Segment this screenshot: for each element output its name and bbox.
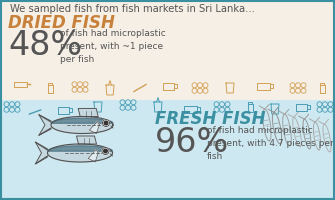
Text: We sampled fish from fish markets in Sri Lanka...: We sampled fish from fish markets in Sri… — [10, 4, 255, 14]
Polygon shape — [48, 144, 113, 162]
Circle shape — [104, 149, 107, 153]
Polygon shape — [51, 118, 113, 123]
Polygon shape — [89, 122, 99, 134]
Polygon shape — [39, 115, 51, 135]
Text: 96%: 96% — [155, 126, 229, 159]
Polygon shape — [48, 146, 112, 151]
Circle shape — [104, 121, 108, 125]
Circle shape — [102, 148, 109, 154]
Polygon shape — [36, 142, 48, 164]
Text: 48%: 48% — [8, 29, 82, 62]
Bar — [0, 0, 335, 100]
Bar — [0, 100, 335, 200]
Polygon shape — [78, 108, 98, 116]
Polygon shape — [88, 149, 98, 162]
Text: of fish had microplastic
present, with 4.7 pieces per
fish: of fish had microplastic present, with 4… — [207, 126, 334, 161]
Circle shape — [103, 119, 110, 127]
Text: FRESH FISH: FRESH FISH — [155, 110, 266, 128]
Polygon shape — [51, 117, 113, 133]
Text: of fish had microplastic
present, with ~1 piece
per fish: of fish had microplastic present, with ~… — [60, 29, 166, 64]
Text: DRIED FISH: DRIED FISH — [8, 14, 115, 32]
Polygon shape — [76, 136, 96, 144]
